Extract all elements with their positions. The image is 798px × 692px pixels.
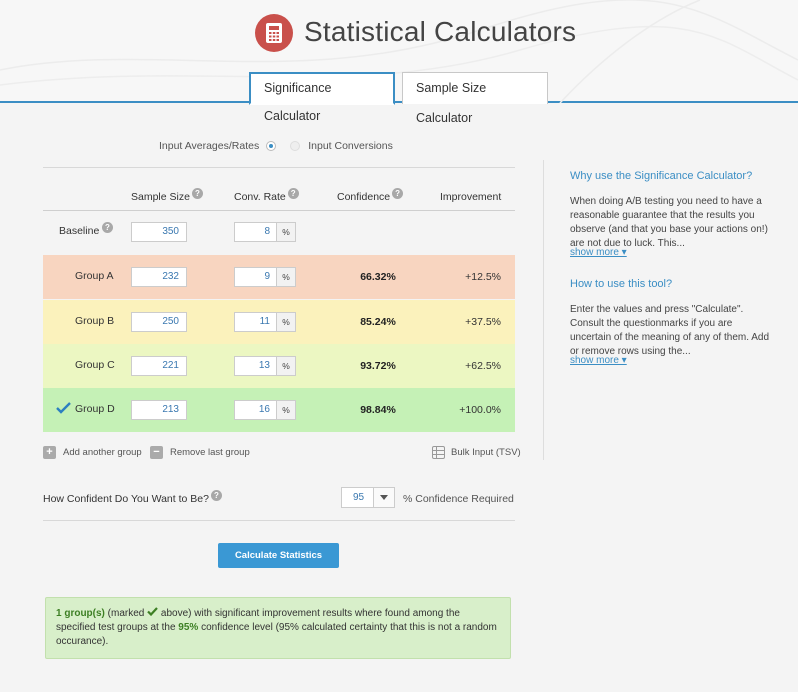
remove-group-label: Remove last group — [170, 447, 250, 458]
confidence-value: 66.32% — [360, 271, 396, 283]
improvement-value: +12.5% — [465, 271, 501, 283]
result-confidence-level: 95% — [178, 622, 199, 633]
calculator-logo-icon — [255, 14, 293, 52]
confidence-question: How Confident Do You Want to Be? ? — [43, 489, 222, 505]
divider — [43, 167, 515, 168]
sample-size-input[interactable]: 250 — [131, 312, 187, 332]
confidence-level-select[interactable]: 95 — [341, 487, 395, 508]
conv-rate-input[interactable]: 9 — [234, 267, 277, 287]
header-sample-size: Sample Size ? — [131, 187, 203, 203]
sample-size-input[interactable]: 350 — [131, 222, 187, 242]
table-row-baseline: Baseline ? 350 8 % — [43, 210, 515, 254]
help-confidence-icon[interactable]: ? — [392, 187, 404, 199]
app-title: Statistical Calculators — [304, 16, 577, 47]
confidence-value: 85.24% — [360, 316, 396, 328]
header-conv-rate: Conv. Rate ? — [234, 187, 299, 203]
conv-rate-input[interactable]: 11 — [234, 312, 277, 332]
confidence-value: 93.72% — [360, 360, 396, 372]
improvement-value: +62.5% — [465, 360, 501, 372]
row-label: Group D — [75, 403, 115, 415]
bulk-input-button[interactable]: Bulk Input (TSV) — [432, 446, 521, 459]
help-baseline-icon[interactable]: ? — [102, 222, 113, 233]
plus-icon: + — [43, 446, 56, 459]
table-row-group-a: Group A 232 9 % 66.32% +12.5% — [43, 255, 515, 299]
table-row-group-c: Group C 221 13 % 93.72% +62.5% — [43, 344, 515, 388]
header-confidence: Confidence ? — [337, 187, 404, 203]
help-conv-rate-icon[interactable]: ? — [287, 187, 299, 199]
result-text: confidence level (95% calculated certain… — [56, 622, 497, 647]
add-group-label: Add another group — [63, 447, 142, 458]
table-top-divider — [43, 210, 515, 211]
table-row-group-d: Group D 213 16 % 98.84% +100.0% — [43, 388, 515, 432]
conv-rate-input[interactable]: 8 — [234, 222, 277, 242]
help-sample-size-icon[interactable]: ? — [191, 187, 203, 199]
how-show-more-link[interactable]: show more ▾ — [570, 355, 627, 366]
confidence-value: 98.84% — [360, 404, 396, 416]
conv-rate-input[interactable]: 16 — [234, 400, 277, 420]
main-panel: Input Averages/Rates Input Conversions S… — [0, 104, 798, 692]
sample-size-input[interactable]: 213 — [131, 400, 187, 420]
row-label: Baseline — [59, 225, 100, 237]
header-confidence-label: Confidence — [337, 191, 391, 203]
sample-size-input[interactable]: 232 — [131, 267, 187, 287]
mode-conversions-radio[interactable] — [290, 141, 301, 151]
header-conv-rate-label: Conv. Rate — [234, 191, 286, 203]
result-text: (marked — [104, 608, 148, 619]
percent-addon: % — [277, 312, 296, 332]
table-row-group-b: Group B 250 11 % 85.24% +37.5% — [43, 300, 515, 344]
row-label: Group A — [75, 270, 114, 282]
mode-averages-label: Input Averages/Rates — [159, 140, 260, 152]
percent-addon: % — [277, 222, 296, 242]
row-label: Group B — [75, 315, 115, 327]
why-title: Why use the Significance Calculator? — [570, 170, 753, 182]
bulk-input-label: Bulk Input (TSV) — [451, 447, 521, 458]
tab-significance-calculator[interactable]: Significance Calculator — [249, 72, 395, 123]
mode-conversions-label: Input Conversions — [308, 140, 393, 152]
check-icon — [147, 607, 158, 617]
sample-size-input[interactable]: 221 — [131, 356, 187, 376]
chevron-down-icon[interactable] — [373, 488, 394, 507]
improvement-value: +100.0% — [459, 404, 501, 416]
calculate-statistics-button[interactable]: Calculate Statistics — [218, 543, 339, 568]
remove-group-button[interactable]: − Remove last group — [150, 446, 250, 459]
help-confidence-level-icon[interactable]: ? — [210, 489, 222, 501]
input-mode-selector: Input Averages/Rates Input Conversions — [159, 140, 393, 152]
sidebar: Why use the Significance Calculator? Whe… — [543, 160, 798, 460]
minus-icon: − — [150, 446, 163, 459]
percent-addon: % — [277, 267, 296, 287]
add-group-button[interactable]: + Add another group — [43, 446, 142, 459]
conv-rate-input[interactable]: 13 — [234, 356, 277, 376]
significant-check-icon — [56, 402, 71, 414]
why-text: When doing A/B testing you need to have … — [570, 196, 768, 249]
why-show-more-link[interactable]: show more ▾ — [570, 247, 627, 258]
header-background-waves — [0, 0, 798, 103]
result-text: above) with significant improvement resu… — [56, 608, 460, 633]
how-title: How to use this tool? — [570, 278, 673, 290]
confidence-question-label: How Confident Do You Want to Be? — [43, 493, 209, 505]
confidence-required-label: % Confidence Required — [403, 493, 514, 505]
improvement-value: +37.5% — [465, 316, 501, 328]
result-message: 1 group(s) (marked above) with significa… — [45, 597, 511, 659]
header: Statistical Calculators Significance Cal… — [0, 0, 798, 125]
header-sample-size-label: Sample Size — [131, 191, 190, 203]
row-label: Group C — [75, 359, 115, 371]
table-grid-icon — [432, 446, 445, 459]
header-improvement: Improvement — [440, 191, 501, 203]
percent-addon: % — [277, 400, 296, 420]
header-improvement-label: Improvement — [440, 191, 502, 203]
divider — [43, 520, 515, 521]
percent-addon: % — [277, 356, 296, 376]
result-count: 1 group(s) — [56, 608, 105, 619]
mode-averages-radio[interactable] — [266, 141, 277, 151]
confidence-level-value: 95 — [353, 492, 365, 503]
how-text: Enter the values and press "Calculate". … — [570, 304, 770, 357]
tab-sample-size-calculator[interactable]: Sample Size Calculator — [402, 72, 548, 125]
